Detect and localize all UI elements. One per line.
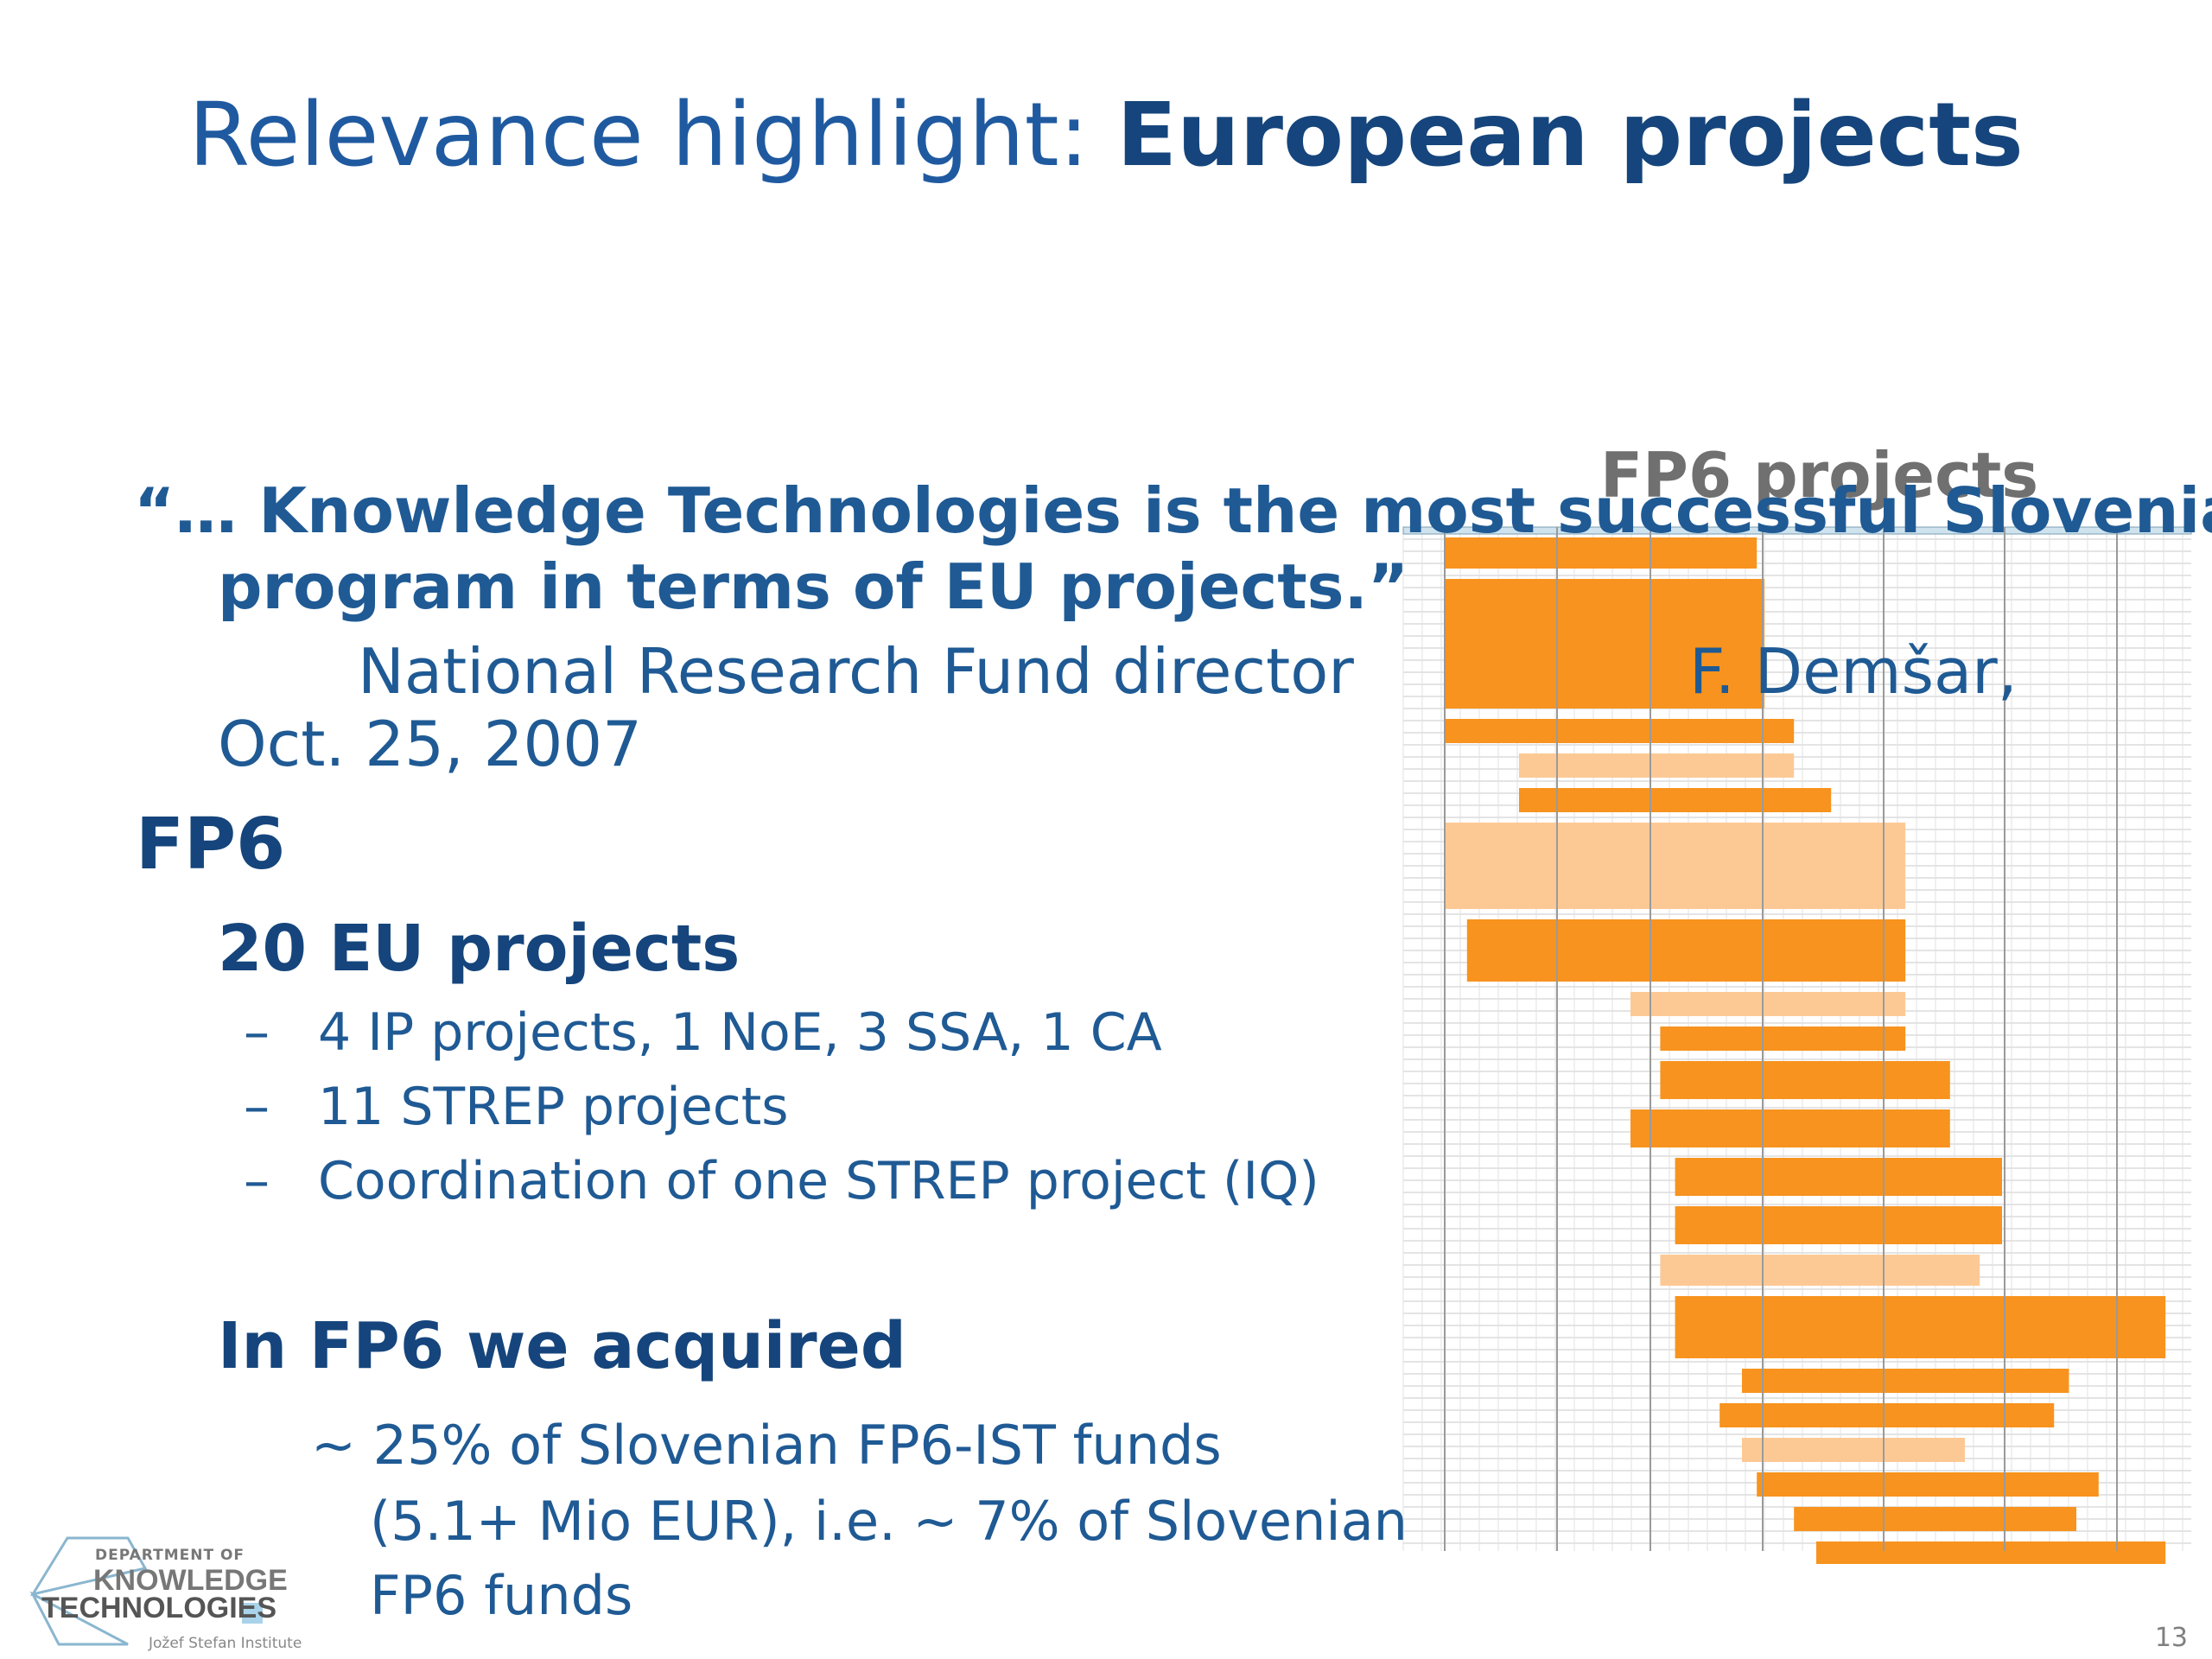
bullet-item: –11 STREP projects — [244, 1077, 789, 1137]
quote-line-2: program in terms of EU projects.” — [218, 550, 1409, 623]
gantt-bar — [1445, 537, 1758, 569]
gantt-bar — [1742, 1438, 1965, 1462]
logo-hexagon-bottom — [29, 1591, 129, 1646]
gantt-bar — [1794, 1507, 2076, 1531]
gantt-bar — [1757, 1472, 2099, 1497]
fp6-heading: FP6 — [136, 804, 286, 886]
gantt-bar — [1660, 1255, 1980, 1286]
page-number: 13 — [2154, 1623, 2188, 1653]
eu-projects-heading: 20 EU projects — [218, 912, 741, 986]
gantt-bar — [1445, 823, 1906, 909]
gantt-bar — [1445, 579, 1764, 709]
title-regular: Relevance highlight: — [188, 84, 1117, 187]
gantt-bar — [1719, 1403, 2055, 1427]
gantt-bar — [1816, 1541, 2166, 1564]
acquired-heading: In FP6 we acquired — [218, 1309, 906, 1383]
department-logo — [29, 1536, 263, 1646]
attribution-name: F. Demšar, — [1689, 635, 2018, 708]
bullet-text: Coordination of one STREP project (IQ) — [318, 1151, 1319, 1211]
logo-technologies: TECHNOLOGIES — [41, 1592, 277, 1624]
slide-title: Relevance highlight: European projects — [0, 83, 2212, 188]
logo-institute: Jožef Stefan Institute — [149, 1635, 302, 1652]
gantt-bar — [1630, 992, 1906, 1016]
gantt-bar — [1445, 719, 1795, 743]
attribution-date: Oct. 25, 2007 — [218, 708, 642, 780]
gantt-bar — [1742, 1369, 2069, 1393]
quote-line-1: “… Knowledge Technologies is the most su… — [134, 474, 2212, 547]
acquired-line-2: (5.1+ Mio EUR), i.e. ~ 7% of Slovenian — [370, 1490, 1408, 1553]
gantt-bar — [1630, 1109, 1950, 1147]
gantt-bar — [1466, 919, 1906, 982]
gantt-bar — [1519, 788, 1832, 812]
title-bold: European projects — [1116, 84, 2024, 187]
bullet-dash: – — [244, 1151, 270, 1211]
bullet-item: –4 IP projects, 1 NoE, 3 SSA, 1 CA — [244, 1002, 1162, 1063]
acquired-line-1: ~ 25% of Slovenian FP6-IST funds — [311, 1414, 1222, 1477]
gantt-bar — [1660, 1061, 1950, 1099]
bullet-text: 4 IP projects, 1 NoE, 3 SSA, 1 CA — [318, 1002, 1162, 1063]
logo-square — [242, 1603, 263, 1624]
logo-knowledge: KNOWLEDGE — [93, 1564, 288, 1597]
gantt-bar — [1675, 1206, 2002, 1244]
logo-dept: DEPARTMENT OF — [95, 1547, 245, 1564]
gantt-bar — [1675, 1296, 2166, 1358]
bullet-item: – Coordination of one STREP project (IQ) — [244, 1151, 1319, 1211]
gantt-bar — [1660, 1027, 1906, 1051]
bullet-dash: – — [244, 1077, 270, 1137]
gantt-bar — [1675, 1158, 2002, 1196]
chart-header-band — [1402, 526, 2192, 535]
logo-hexagon-top — [29, 1536, 148, 1597]
bullet-text: 11 STREP projects — [318, 1077, 789, 1137]
bullet-dash: – — [244, 1002, 270, 1063]
gantt-bar — [1519, 753, 1795, 778]
acquired-line-3: FP6 funds — [370, 1564, 633, 1627]
gantt-chart — [1402, 526, 2192, 1564]
chart-title: FP6 projects — [1600, 439, 2039, 512]
attribution-director: National Research Fund director — [358, 635, 1354, 708]
